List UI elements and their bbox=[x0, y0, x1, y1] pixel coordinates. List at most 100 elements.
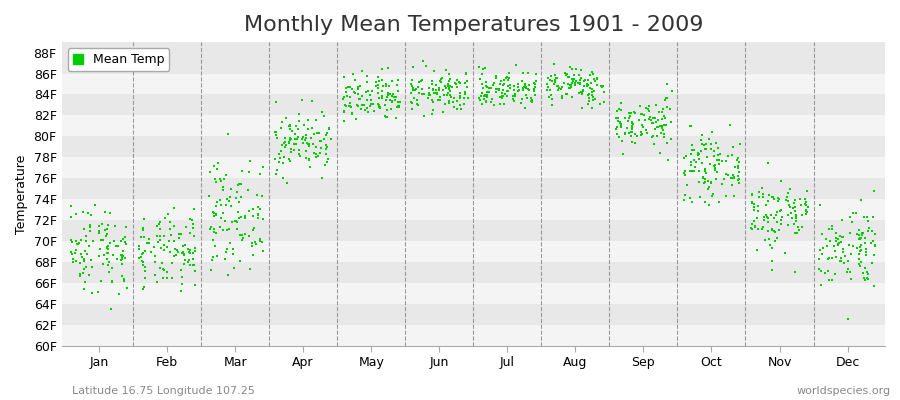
Point bbox=[136, 259, 150, 265]
Point bbox=[268, 128, 283, 135]
Point bbox=[66, 259, 80, 265]
Point bbox=[785, 215, 799, 221]
Point bbox=[134, 254, 148, 260]
Point bbox=[410, 101, 424, 107]
Point bbox=[634, 110, 649, 117]
Point bbox=[702, 202, 716, 209]
Point bbox=[792, 227, 806, 234]
Point bbox=[629, 132, 643, 139]
Point bbox=[218, 256, 232, 262]
Point bbox=[186, 233, 201, 240]
Point bbox=[444, 94, 458, 100]
Point bbox=[211, 160, 225, 166]
Point bbox=[177, 257, 192, 263]
Point bbox=[309, 151, 323, 157]
Point bbox=[134, 234, 148, 240]
Point bbox=[304, 125, 319, 131]
Point bbox=[214, 202, 229, 208]
Point bbox=[752, 189, 766, 196]
Point bbox=[843, 214, 858, 220]
Point bbox=[500, 83, 515, 89]
Point bbox=[85, 257, 99, 263]
Point bbox=[851, 236, 866, 242]
Point bbox=[224, 203, 238, 209]
Point bbox=[473, 97, 488, 104]
Point bbox=[506, 95, 520, 102]
Point bbox=[692, 156, 706, 162]
Point bbox=[581, 101, 596, 107]
Point bbox=[827, 271, 842, 278]
Point bbox=[341, 84, 356, 90]
Point bbox=[85, 211, 99, 218]
Point bbox=[107, 238, 122, 244]
Point bbox=[868, 242, 883, 248]
Point bbox=[850, 231, 864, 237]
Point bbox=[612, 106, 626, 112]
Point bbox=[284, 146, 299, 152]
Point bbox=[313, 149, 328, 156]
Point bbox=[829, 230, 843, 236]
Point bbox=[414, 78, 428, 84]
Point bbox=[289, 123, 303, 130]
Point bbox=[117, 276, 131, 282]
Point bbox=[321, 125, 336, 132]
Point bbox=[311, 152, 326, 159]
Point bbox=[706, 163, 721, 169]
Point bbox=[452, 79, 466, 86]
Point bbox=[170, 247, 184, 254]
Point bbox=[134, 258, 148, 264]
Point bbox=[86, 238, 100, 244]
Point bbox=[482, 89, 496, 95]
Point bbox=[283, 122, 297, 129]
Point bbox=[100, 256, 114, 262]
Point bbox=[454, 106, 468, 112]
Point bbox=[68, 249, 83, 256]
Point bbox=[206, 208, 220, 215]
Point bbox=[296, 134, 310, 140]
Point bbox=[100, 226, 114, 232]
Point bbox=[114, 257, 129, 264]
Point bbox=[563, 82, 578, 88]
Point bbox=[688, 164, 703, 170]
Point bbox=[585, 92, 599, 98]
Point bbox=[645, 133, 660, 140]
Point bbox=[520, 95, 535, 102]
Point bbox=[441, 81, 455, 88]
Point bbox=[346, 89, 361, 96]
Point bbox=[96, 261, 111, 268]
Point bbox=[233, 232, 248, 238]
Point bbox=[231, 208, 246, 215]
Point bbox=[87, 202, 102, 208]
Point bbox=[186, 221, 201, 228]
Point bbox=[541, 84, 555, 90]
Point bbox=[766, 228, 780, 234]
Point bbox=[770, 198, 785, 204]
Point bbox=[136, 226, 150, 233]
Point bbox=[715, 158, 729, 164]
Point bbox=[287, 147, 302, 153]
Point bbox=[307, 150, 321, 156]
Point bbox=[495, 95, 509, 101]
Point bbox=[813, 202, 827, 208]
Point bbox=[829, 235, 843, 242]
Point bbox=[75, 254, 89, 260]
Point bbox=[867, 283, 881, 289]
Point bbox=[501, 70, 516, 77]
Point bbox=[453, 95, 467, 102]
Point bbox=[268, 129, 283, 136]
Point bbox=[831, 241, 845, 247]
Point bbox=[157, 247, 171, 253]
Point bbox=[788, 208, 802, 214]
Point bbox=[821, 256, 835, 262]
Point bbox=[253, 206, 267, 213]
Point bbox=[450, 84, 464, 90]
Point bbox=[690, 152, 705, 158]
Point bbox=[69, 247, 84, 253]
Point bbox=[647, 141, 662, 147]
Point bbox=[406, 64, 420, 70]
Point bbox=[339, 85, 354, 92]
Point bbox=[443, 83, 457, 89]
Point bbox=[755, 185, 770, 191]
Point bbox=[572, 72, 586, 78]
Point bbox=[138, 264, 152, 270]
